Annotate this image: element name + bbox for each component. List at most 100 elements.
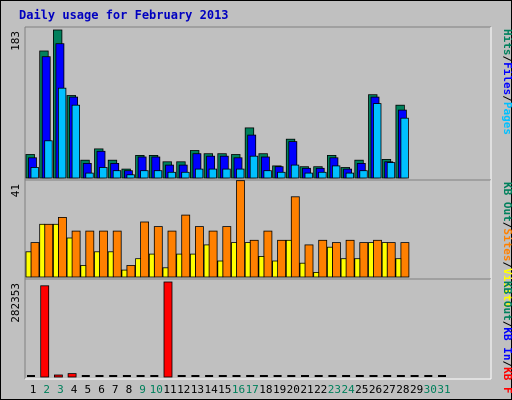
bar-visits-day-10 xyxy=(148,253,155,278)
bar-sites-day-16 xyxy=(236,180,245,278)
bar-pages-day-17 xyxy=(249,155,259,179)
bar-pages-day-27 xyxy=(386,162,396,179)
x-tick-label: 24 xyxy=(341,383,355,396)
bar-visits-day-5 xyxy=(80,265,87,278)
x-tick-label: 8 xyxy=(126,383,133,396)
x-tick-label: 6 xyxy=(98,383,105,396)
bar-sites-day-3 xyxy=(58,216,67,278)
baseline-mark-day-17 xyxy=(246,375,255,377)
legend-item: KB In xyxy=(501,327,512,360)
bar-sites-day-20 xyxy=(290,196,300,278)
x-tick-label: 31 xyxy=(437,383,450,396)
bar-pages-day-6 xyxy=(99,167,108,179)
bar-visits-day-15 xyxy=(217,260,224,278)
legend-item: KB Out xyxy=(501,281,512,321)
x-tick-label: 27 xyxy=(383,383,396,396)
bar-pages-day-12 xyxy=(181,171,190,179)
baseline-mark-day-24 xyxy=(342,375,351,377)
bar-pages-day-20 xyxy=(290,164,300,179)
x-tick-label: 21 xyxy=(300,383,313,396)
bar-visits-day-11 xyxy=(162,267,169,278)
bar-pages-day-16 xyxy=(236,168,245,179)
x-tick-label: 4 xyxy=(71,383,78,396)
bar-pages-day-15 xyxy=(222,168,231,179)
bar-sites-day-7 xyxy=(112,230,122,278)
bar-sites-day-10 xyxy=(153,226,163,278)
bar-kb-f-day-2 xyxy=(40,285,50,378)
bar-kb-f-day-4 xyxy=(67,373,77,378)
panel-max-label: 41 xyxy=(9,184,22,197)
bar-sites-day-23 xyxy=(331,242,341,278)
legend-item: Files xyxy=(501,62,512,95)
bar-sites-day-8 xyxy=(126,265,136,278)
baseline-mark-day-28 xyxy=(396,375,405,377)
baseline-mark-day-9 xyxy=(136,375,145,377)
x-axis-labels: 1 2 3 4 5 6 7 8 9 10 11 12 13 14 15 16 17 18 19 20 21 22 23 24 2… xyxy=(30,383,451,396)
bar-visits-day-3 xyxy=(53,223,59,278)
bar-sites-day-22 xyxy=(318,239,328,278)
x-tick-label: 9 xyxy=(139,383,146,396)
bar-sites-day-26 xyxy=(373,239,382,278)
baseline-mark-day-19 xyxy=(273,375,282,377)
bar-pages-day-11 xyxy=(167,171,176,179)
baseline-mark-day-30 xyxy=(424,375,433,377)
bar-pages-day-19 xyxy=(277,171,286,179)
baseline-mark-day-18 xyxy=(259,375,268,377)
bar-pages-day-10 xyxy=(153,170,163,179)
x-tick-label: 16 xyxy=(232,383,245,396)
bar-visits-day-21 xyxy=(299,262,306,278)
baseline-mark-day-26 xyxy=(369,375,378,377)
bar-pages-day-2 xyxy=(44,140,53,179)
x-tick-label: 10 xyxy=(150,383,163,396)
panel-max-label: 183 xyxy=(9,31,22,51)
bar-pages-day-28 xyxy=(400,117,409,179)
panel-kb: 282353 KB Out/KB In/KB F xyxy=(9,278,512,394)
bar-sites-day-19 xyxy=(277,239,287,278)
bar-sites-day-14 xyxy=(208,230,218,278)
bar-visits-day-13 xyxy=(189,253,196,278)
panel-legend: KB Out/KB In/KB F xyxy=(501,281,512,394)
legend-item: KB Out xyxy=(501,182,512,222)
bar-kb-f-day-11 xyxy=(163,281,173,378)
bar-pages-day-9 xyxy=(140,170,149,179)
bar-visits-day-25 xyxy=(354,258,361,278)
bar-visits-day-19 xyxy=(272,260,279,278)
legend-item: / xyxy=(501,361,512,368)
x-tick-label: 15 xyxy=(218,383,231,396)
bar-visits-day-8 xyxy=(121,269,128,278)
legend-item: / xyxy=(501,262,512,269)
legend-item: Hits xyxy=(501,29,512,56)
bar-visits-day-16 xyxy=(231,242,237,278)
bar-sites-day-2 xyxy=(44,223,54,278)
bar-pages-day-26 xyxy=(373,103,382,179)
bar-pages-day-14 xyxy=(208,168,218,179)
baseline-mark-day-1 xyxy=(27,375,35,377)
x-tick-label: 22 xyxy=(314,383,327,396)
legend-item: / xyxy=(501,95,512,102)
legend-item: / xyxy=(501,222,512,229)
panel-max-label: 282353 xyxy=(9,283,22,323)
baseline-mark-day-29 xyxy=(410,375,419,377)
bar-pages-day-18 xyxy=(263,170,272,179)
bar-sites-day-1 xyxy=(30,242,40,278)
bar-pages-day-7 xyxy=(112,170,122,179)
bar-sites-day-13 xyxy=(194,226,204,278)
baseline-mark-day-25 xyxy=(355,375,364,377)
x-tick-label: 30 xyxy=(424,383,437,396)
baseline-mark-day-22 xyxy=(314,375,323,377)
bar-pages-day-5 xyxy=(85,172,94,179)
baseline-mark-day-16 xyxy=(232,375,241,377)
x-tick-label: 20 xyxy=(287,383,300,396)
legend-item: Pages xyxy=(501,102,512,135)
baseline-mark-day-21 xyxy=(301,375,309,377)
x-tick-label: 7 xyxy=(112,383,119,396)
bar-pages-day-1 xyxy=(30,167,39,179)
bar-sites-day-4 xyxy=(71,230,81,278)
bar-pages-day-25 xyxy=(359,170,368,179)
legend-item: / xyxy=(501,321,512,328)
bar-pages-day-13 xyxy=(194,168,204,179)
